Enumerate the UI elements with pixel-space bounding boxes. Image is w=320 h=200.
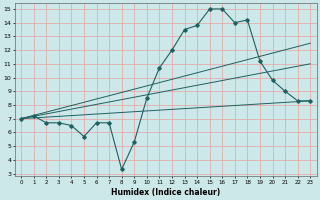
X-axis label: Humidex (Indice chaleur): Humidex (Indice chaleur) [111, 188, 220, 197]
